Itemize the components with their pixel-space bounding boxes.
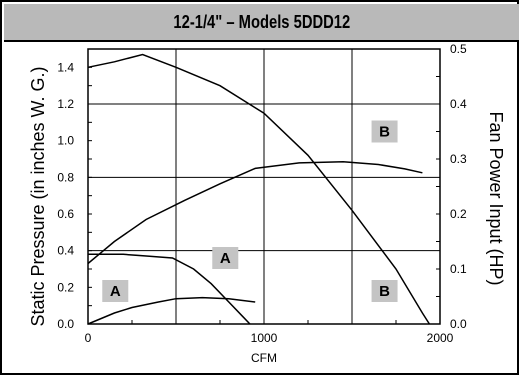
series-line-a-static-pressure: [88, 253, 251, 325]
curve-label-box: [212, 247, 239, 269]
curve-label-box: [371, 120, 398, 143]
y-axis-right-label: Fan Power Input (HP): [486, 111, 506, 285]
plot-axes: [87, 48, 441, 325]
tick-labels: 0.0 0.2 0.4 0.6 0.8 1.0 1.2 1.4 0.0 0.1 0.2 0.3 0.4 0…: [57, 42, 467, 345]
curve-labels: B B A A: [102, 120, 398, 302]
x-tick-label: 0: [85, 331, 92, 345]
series-line-b-static-pressure: [87, 53, 431, 325]
curve-label-b: B: [371, 120, 398, 143]
y-right-tick-label: 0.1: [450, 262, 467, 276]
y-right-tick-label: 0.4: [450, 97, 467, 111]
curve-label-box: [371, 280, 398, 302]
y-left-tick-label: 1.2: [57, 97, 74, 111]
curve-label-a: A: [212, 247, 239, 269]
curve-label-b: B: [371, 280, 398, 302]
x-axis-label: CFM: [251, 351, 277, 365]
x-tick-label: 2000: [427, 331, 454, 345]
data-series: [87, 53, 431, 325]
series-line-a-fan-power: [87, 296, 256, 325]
y-left-tick-label: 0.8: [57, 170, 74, 184]
y-left-tick-label: 1.0: [57, 134, 74, 148]
y-right-tick-label: 0.5: [450, 42, 467, 56]
y-right-tick-label: 0.3: [450, 152, 467, 166]
y-left-tick-label: 0.6: [57, 207, 74, 221]
curve-label-box: [102, 280, 129, 302]
y-left-tick-label: 0.4: [57, 244, 74, 258]
x-tick-label: 1000: [251, 331, 278, 345]
y-left-tick-label: 0.2: [57, 280, 74, 294]
curve-label-text: A: [220, 250, 231, 267]
y-left-tick-label: 0.0: [57, 317, 74, 331]
chart-title-bar: 12-1/4" – Models 5DDD12: [4, 4, 519, 42]
y-right-tick-label: 0.0: [450, 317, 467, 331]
curve-label-text: B: [379, 124, 390, 141]
chart-title: 12-1/4" – Models 5DDD12: [173, 11, 350, 32]
y-right-tick-label: 0.2: [450, 207, 467, 221]
series-line-b-fan-power: [87, 161, 423, 265]
curve-label-text: A: [110, 283, 121, 300]
curve-label-text: B: [379, 283, 390, 300]
y-axis-left-label: Static Pressure (in inches W. G.): [28, 66, 48, 326]
curve-label-a: A: [102, 280, 129, 302]
y-left-tick-label: 1.4: [57, 60, 74, 74]
